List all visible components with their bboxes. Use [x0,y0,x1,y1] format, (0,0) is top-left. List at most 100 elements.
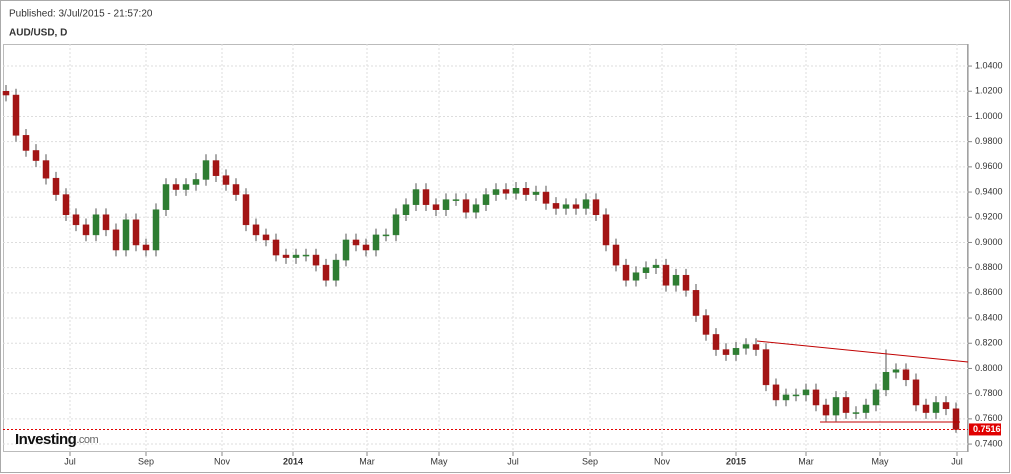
logo-name: Investing [15,431,77,448]
x-tick-label: Mar [359,456,375,466]
candle-body [232,184,240,195]
candle-body [612,244,620,266]
candle-body [872,389,880,406]
candle-body [192,179,200,185]
candle-body [712,334,720,350]
candle-body [742,344,750,349]
y-tick-label: 0.9400 [975,186,1003,196]
candle-body [532,191,540,195]
y-tick-label: 0.8800 [975,262,1003,272]
candle-body [222,175,230,185]
candle-body [752,344,760,350]
candle-body [162,184,170,210]
candle-body [112,229,120,251]
x-tick-label: Mar [798,456,814,466]
candle-body [322,264,330,281]
x-tick-label: Sep [582,456,598,466]
candle-body [592,199,600,215]
candle-body [622,264,630,281]
x-tick-label: Jul [64,456,76,466]
candle-body [202,160,210,180]
candle-body [442,199,450,210]
candle-body [432,204,440,210]
candle-body [662,264,670,286]
candle-body [422,189,430,205]
candle-body [882,371,890,391]
x-tick-label: 2014 [283,456,303,466]
candle-body [572,204,580,209]
logo: Investing.com [15,431,99,448]
y-tick-label: 0.9200 [975,212,1003,222]
y-tick-label: 1.0200 [975,86,1003,96]
candle-body [772,384,780,401]
candle-body [562,204,570,209]
candle-body [852,412,860,414]
candle-body [12,94,20,136]
candle-body [62,194,70,215]
candle-body [802,389,810,396]
candle-body [212,160,220,176]
candle-body [502,189,510,194]
y-tick-label: 0.8200 [975,338,1003,348]
candle-body [292,254,300,258]
candle-body [782,394,790,401]
candle-body [582,199,590,209]
candle-body [732,348,740,355]
y-tick-label: 0.9000 [975,237,1003,247]
candle-body [72,214,80,226]
candle-body [642,267,650,273]
candle-body [2,91,10,96]
last-price-box [969,423,1001,436]
candle-body [482,194,490,205]
x-tick-label: Jul [951,456,963,466]
candle-body [362,244,370,251]
x-tick-label: Nov [214,456,231,466]
y-tick-label: 0.9800 [975,136,1003,146]
last-price-label: 0.7516 [973,424,1001,434]
candle-body [542,191,550,204]
candle-body [342,239,350,261]
candle-body [822,404,830,416]
candle-body [102,214,110,231]
candle-body [682,274,690,291]
candle-body [412,189,420,205]
candle-body [452,199,460,201]
y-tick-label: 0.8600 [975,287,1003,297]
candle-body [122,219,130,251]
y-tick-label: 0.7400 [975,438,1003,448]
candle-body [812,389,820,406]
candle-body [272,239,280,256]
candle-body [302,254,310,257]
candle-body [172,184,180,190]
candle-body [952,408,960,430]
candle-body [552,203,560,209]
candle-body [792,394,800,397]
candle-body [862,404,870,413]
x-tick-label: Jul [507,456,519,466]
candle-body [382,234,390,237]
candle-body [52,177,60,195]
y-tick-label: 1.0400 [975,60,1003,70]
candle-body [462,199,470,213]
candle-body [92,214,100,236]
candle-body [912,379,920,406]
candle-body [352,239,360,246]
candle-body [22,135,30,151]
candle-body [402,204,410,215]
candle-body [932,402,940,413]
x-tick-label: 2015 [726,456,746,466]
candle-body [492,189,500,195]
candle-body [182,184,190,190]
y-tick-label: 0.9600 [975,161,1003,171]
candle-body [602,214,610,246]
trendline [756,340,969,363]
candle-body [132,219,140,246]
candle-body [902,369,910,381]
candle-body [522,188,530,195]
candle-body [762,349,770,386]
candle-body [282,254,290,258]
y-tick-label: 0.7600 [975,413,1003,423]
candle-body [312,254,320,266]
y-tick-label: 0.8400 [975,312,1003,322]
candle-body [652,264,660,268]
